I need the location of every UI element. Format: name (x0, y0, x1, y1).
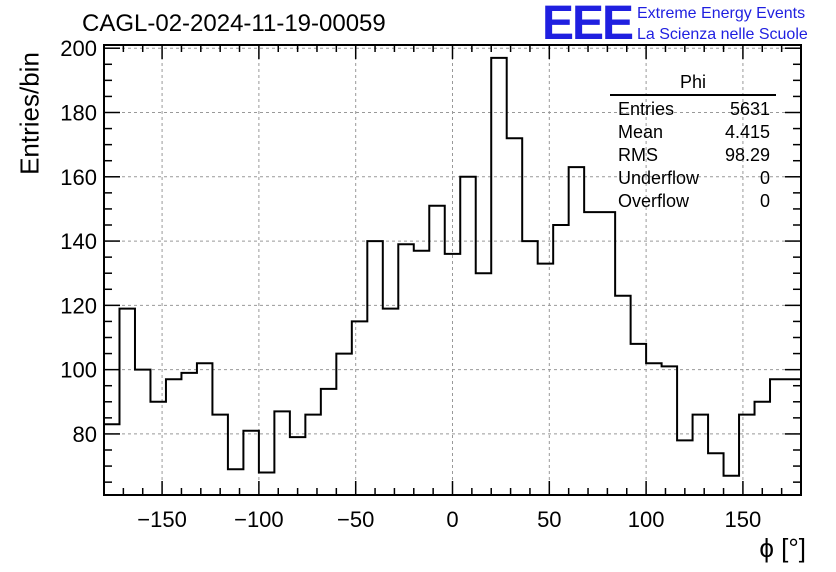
histogram-bin (755, 402, 770, 495)
histogram-bin (600, 212, 615, 495)
stats-box: Phi Entries 5631 Mean 4.415 RMS 98.29 Underflo… (610, 72, 776, 213)
histogram-bin (646, 363, 661, 495)
histogram-bin (476, 273, 491, 495)
stats-value: 98.29 (724, 145, 770, 165)
logo-line-2: La Scienza nelle Scuole (637, 26, 808, 43)
y-tick-label: 180 (60, 101, 97, 126)
x-tick-label: 100 (628, 507, 665, 532)
histogram-bin (259, 473, 274, 496)
stats-row: Overflow 0 (610, 190, 776, 213)
histogram-bin (522, 241, 537, 495)
histogram-bin (274, 411, 289, 495)
histogram-bin (553, 225, 568, 495)
histogram-bin (677, 440, 692, 495)
histogram-bin (584, 212, 599, 495)
y-tick-label: 200 (60, 36, 97, 61)
histogram-outline (103, 56, 802, 495)
stats-label: Underflow (618, 168, 700, 188)
x-tick-label: −50 (337, 507, 374, 532)
stats-title: Phi (610, 72, 776, 96)
histogram-bin (305, 415, 320, 495)
histogram-bin (166, 379, 181, 495)
y-tick-label: 120 (60, 293, 97, 318)
logo-line-1: Extreme Energy Events (637, 5, 806, 22)
x-tick-label: 0 (446, 507, 458, 532)
x-tick-label: 150 (725, 507, 762, 532)
stats-value: 0 (759, 191, 770, 211)
chart-title: CAGL-02-2024-11-19-00059 (82, 10, 386, 37)
y-tick-label: 140 (60, 229, 97, 254)
histogram-bin (538, 264, 553, 495)
histogram-bin (569, 167, 584, 495)
histogram-bin (414, 251, 429, 495)
y-tick-label: 100 (60, 358, 97, 383)
histogram-bin (445, 254, 460, 495)
stats-label: Overflow (618, 191, 690, 211)
stats-row: Mean 4.415 (610, 121, 776, 144)
x-tick-label: −100 (234, 507, 284, 532)
histogram-bin (104, 424, 119, 495)
stats-row: Entries 5631 (610, 98, 776, 121)
y-tick-label: 160 (60, 165, 97, 190)
histogram-bin (739, 415, 754, 495)
histogram-bin (197, 363, 212, 495)
histogram-bin (662, 366, 677, 495)
histogram-bin (770, 379, 785, 495)
stats-value: 5631 (729, 99, 770, 119)
histogram-bin (228, 469, 243, 495)
histogram-bin (321, 389, 336, 495)
histogram-bin (150, 402, 165, 495)
histogram-bin (367, 241, 382, 495)
histogram-bin (135, 370, 150, 495)
x-axis-label: ϕ [°] (759, 533, 806, 563)
stats-label: Entries (618, 99, 675, 119)
histogram-bin (212, 415, 227, 495)
stats-row: RMS 98.29 (610, 144, 776, 167)
stats-value: 0 (759, 168, 770, 188)
histogram-bin (631, 344, 646, 495)
stats-label: Mean (618, 122, 664, 142)
histogram-bin (507, 138, 522, 495)
stats-value: 4.415 (724, 122, 770, 142)
histogram-bin (336, 354, 351, 495)
histogram-bin (383, 309, 398, 495)
x-tick-label: 50 (537, 507, 561, 532)
histogram-bin (724, 476, 739, 495)
histogram-bin (615, 296, 630, 495)
stats-label: RMS (618, 145, 658, 165)
x-tick-label: −150 (137, 507, 187, 532)
eee-logo: EEE (542, 0, 634, 50)
histogram-bin (708, 453, 723, 495)
histogram-bin (491, 58, 506, 495)
histogram-bin (786, 379, 801, 495)
stats-row: Underflow 0 (610, 167, 776, 190)
histogram-bin (290, 437, 305, 495)
histogram-bin (460, 177, 475, 495)
histogram-bin (352, 321, 367, 495)
histogram-bin (693, 415, 708, 495)
histogram-bin (243, 431, 258, 495)
histogram-bin (119, 309, 134, 495)
histogram-bin (429, 206, 444, 495)
y-tick-label: 80 (73, 422, 97, 447)
